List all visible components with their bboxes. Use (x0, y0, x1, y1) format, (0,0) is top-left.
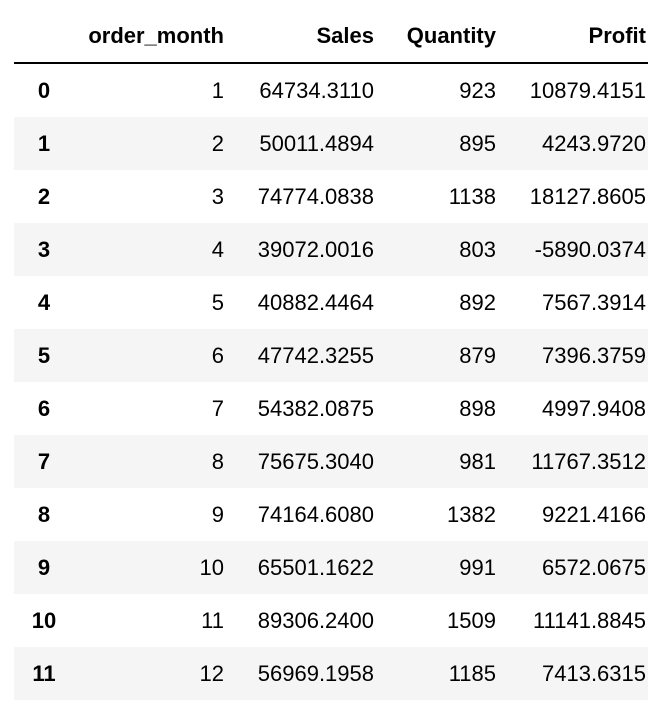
cell-profit: 7567.3914 (542, 289, 646, 315)
cell-sales: 64734.3110 (259, 77, 374, 103)
cell-quantity: 923 (459, 77, 496, 103)
cell-quantity: 981 (459, 448, 496, 474)
cell-order-month: 6 (211, 342, 224, 368)
row-index: 6 (37, 395, 51, 421)
row-index: 7 (37, 448, 51, 474)
table-header: order_month Sales Quantity Profit (14, 10, 648, 64)
cell-sales: 54382.0875 (257, 395, 374, 421)
row-index: 8 (37, 501, 51, 527)
cell-profit: 6572.0675 (542, 554, 646, 580)
header-quantity: Quantity (374, 10, 496, 64)
cell-order-month: 3 (211, 183, 224, 209)
row-index: 1 (37, 130, 51, 156)
table-row: 5 6 47742.3255 879 7396.3759 (14, 329, 648, 382)
cell-quantity: 892 (459, 289, 496, 315)
cell-sales: 74774.0838 (257, 183, 374, 209)
cell-sales: 65501.1622 (257, 554, 374, 580)
table-row: 9 10 65501.1622 991 6572.0675 (14, 541, 648, 594)
cell-profit: 4997.9408 (542, 395, 646, 421)
cell-profit: 10879.4151 (529, 77, 646, 103)
table-row: 8 9 74164.6080 1382 9221.4166 (14, 488, 648, 541)
cell-profit: 7396.3759 (542, 342, 646, 368)
header-profit: Profit (496, 10, 648, 64)
table-row: 0 1 64734.3110 923 10879.4151 (14, 63, 648, 117)
table-row: 2 3 74774.0838 1138 18127.8605 (14, 170, 648, 223)
row-index: 0 (37, 77, 51, 103)
cell-order-month: 12 (199, 660, 224, 686)
cell-profit: 9221.4166 (542, 501, 646, 527)
cell-sales: 56969.1958 (257, 660, 374, 686)
header-sales: Sales (224, 10, 374, 64)
table-row: 4 5 40882.4464 892 7567.3914 (14, 276, 648, 329)
cell-quantity: 991 (459, 554, 496, 580)
row-index: 3 (37, 236, 51, 262)
cell-profit: 11141.8845 (533, 607, 646, 633)
cell-profit: -5890.0374 (534, 236, 646, 262)
row-index: 10 (31, 607, 57, 633)
cell-order-month: 7 (211, 395, 224, 421)
cell-sales: 89306.2400 (257, 607, 374, 633)
table-body: 0 1 64734.3110 923 10879.4151 1 2 50011.… (14, 63, 648, 700)
cell-sales: 39072.0016 (257, 236, 374, 262)
cell-order-month: 11 (201, 607, 224, 633)
cell-sales: 40882.4464 (257, 289, 374, 315)
table-row: 10 11 89306.2400 1509 11141.8845 (14, 594, 648, 647)
cell-quantity: 1185 (448, 660, 496, 686)
table-row: 6 7 54382.0875 898 4997.9408 (14, 382, 648, 435)
cell-order-month: 5 (211, 289, 224, 315)
dataframe-table: order_month Sales Quantity Profit 0 1 64… (14, 10, 648, 700)
cell-sales: 47742.3255 (257, 342, 374, 368)
cell-quantity: 879 (459, 342, 496, 368)
header-index (14, 10, 74, 64)
row-index: 11 (32, 660, 56, 686)
table-row: 11 12 56969.1958 1185 7413.6315 (14, 647, 648, 700)
row-index: 2 (37, 183, 51, 209)
row-index: 5 (37, 342, 51, 368)
cell-order-month: 4 (211, 236, 224, 262)
cell-order-month: 10 (199, 554, 224, 580)
table-row: 7 8 75675.3040 981 11767.3512 (14, 435, 648, 488)
cell-sales: 50011.4894 (259, 130, 374, 156)
header-row: order_month Sales Quantity Profit (14, 10, 648, 64)
cell-quantity: 1138 (448, 183, 496, 209)
cell-quantity: 898 (459, 395, 496, 421)
cell-quantity: 1382 (447, 501, 496, 527)
cell-quantity: 895 (459, 130, 496, 156)
cell-profit: 7413.6315 (542, 660, 646, 686)
table-row: 1 2 50011.4894 895 4243.9720 (14, 117, 648, 170)
cell-sales: 74164.6080 (257, 501, 374, 527)
cell-quantity: 803 (459, 236, 496, 262)
cell-profit: 11767.3512 (531, 448, 646, 474)
header-order-month: order_month (74, 10, 224, 64)
row-index: 4 (37, 289, 51, 315)
cell-profit: 18127.8605 (529, 183, 646, 209)
row-index: 9 (37, 554, 51, 580)
cell-order-month: 8 (211, 448, 224, 474)
table-row: 3 4 39072.0016 803 -5890.0374 (14, 223, 648, 276)
cell-order-month: 1 (211, 77, 224, 103)
cell-sales: 75675.3040 (257, 448, 374, 474)
cell-profit: 4243.9720 (542, 130, 646, 156)
cell-order-month: 2 (211, 130, 224, 156)
cell-quantity: 1509 (447, 607, 496, 633)
cell-order-month: 9 (211, 501, 224, 527)
